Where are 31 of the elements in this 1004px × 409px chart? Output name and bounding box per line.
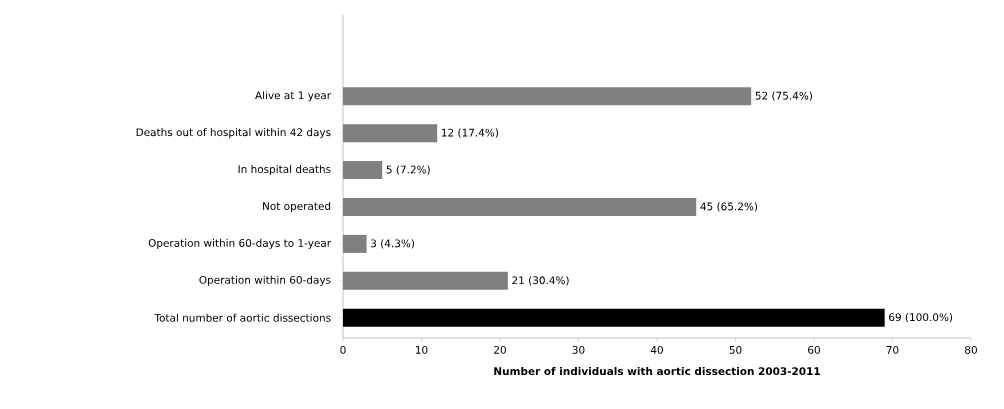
data-label: 21 (30.4%) <box>512 276 569 286</box>
bar <box>343 197 697 216</box>
y-tick-label: Operation within 60-days <box>199 275 331 286</box>
y-tick-label: Alive at 1 year <box>255 91 332 102</box>
x-tick-label: 20 <box>494 345 506 354</box>
x-tick-label: 60 <box>808 345 820 354</box>
data-label: 69 (100.0%) <box>889 313 953 323</box>
bar <box>343 161 383 180</box>
data-label: 45 (65.2%) <box>700 202 758 212</box>
x-tick-label: 70 <box>886 345 899 354</box>
bar <box>343 308 885 327</box>
x-tick-label: 10 <box>415 345 428 354</box>
bar <box>343 124 438 143</box>
x-tick-label: 0 <box>340 345 346 354</box>
y-tick-label: Total number of aortic dissections <box>154 313 331 322</box>
x-tick-label: 50 <box>729 345 742 354</box>
x-tick-label: 80 <box>965 345 977 354</box>
data-label: 52 (75.4%) <box>755 91 812 101</box>
data-label: 12 (17.4%) <box>442 128 498 138</box>
bar <box>343 271 508 290</box>
y-tick-label: Deaths out of hospital within 42 days <box>136 128 331 139</box>
y-tick-label: Not operated <box>263 201 331 213</box>
data-label: 5 (7.2%) <box>386 165 430 175</box>
bar <box>343 87 752 106</box>
x-axis-title: Number of individuals with aortic dissection 2003-2011 <box>494 367 820 376</box>
data-label: 3 (4.3%) <box>371 239 415 249</box>
bar <box>343 234 367 253</box>
x-tick-label: 40 <box>650 345 663 354</box>
x-tick-label: 30 <box>572 345 585 354</box>
y-tick-label: In hospital deaths <box>238 164 331 176</box>
y-tick-label: Operation within 60-days to 1-year <box>148 238 332 249</box>
